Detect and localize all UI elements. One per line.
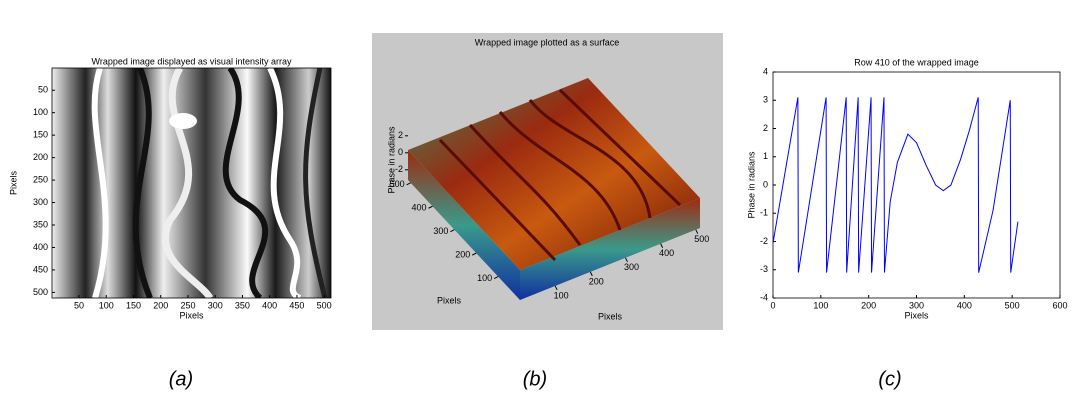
axes-box xyxy=(51,67,332,299)
y-tick-label: -1 xyxy=(760,208,768,218)
axes-box xyxy=(772,71,1061,299)
z-tick-label: -2 xyxy=(395,164,403,174)
y-tick xyxy=(472,252,477,256)
z-tick-label: 2 xyxy=(398,130,403,140)
surface-side xyxy=(408,150,520,300)
y-tick-label: 450 xyxy=(33,264,48,274)
y-tick-label: 400 xyxy=(33,242,48,252)
x-tick-label: 0 xyxy=(770,300,775,310)
x-tick-label: 200 xyxy=(153,300,168,310)
y-tick-label: 150 xyxy=(33,130,48,140)
panel-caption: (a) xyxy=(169,368,193,390)
y-tick-label: 1 xyxy=(763,151,768,161)
x-tick-label: 500 xyxy=(694,234,709,244)
y-tick-label: 100 xyxy=(477,273,492,283)
y-tick-label: 250 xyxy=(33,174,48,184)
y-tick-label: 200 xyxy=(33,152,48,162)
x-tick-label: 400 xyxy=(957,300,972,310)
x-tick-label: 600 xyxy=(1052,300,1067,310)
x-tick-label: 100 xyxy=(813,300,828,310)
y-tick-label: -2 xyxy=(760,236,768,246)
panel-caption: (b) xyxy=(523,368,547,390)
y-tick-label: 500 xyxy=(33,287,48,297)
chart-title: Wrapped image plotted as a surface xyxy=(475,37,619,47)
y-tick xyxy=(406,182,411,186)
x-tick-label: 500 xyxy=(317,300,332,310)
y-tick-label: 50 xyxy=(38,85,48,95)
chart-title: Wrapped image displayed as visual intens… xyxy=(92,56,292,66)
y-tick-label: -4 xyxy=(760,292,768,302)
x-tick xyxy=(589,271,593,277)
x-tick xyxy=(554,285,558,291)
x-tick-label: 100 xyxy=(554,290,569,300)
surface-side xyxy=(520,198,700,300)
y-tick-label: 4 xyxy=(763,66,768,76)
x-axis-label: Pixels xyxy=(904,310,929,320)
y-tick-label: 350 xyxy=(33,219,48,229)
y-tick-label: 300 xyxy=(433,226,448,236)
x-tick xyxy=(625,257,628,263)
data-line xyxy=(772,97,1019,273)
y-tick xyxy=(428,205,433,209)
x-tick-label: 250 xyxy=(180,300,195,310)
z-axis-label: Phase in radians xyxy=(386,126,396,194)
x-tick-label: 300 xyxy=(909,300,924,310)
y-axis-label: Pixels xyxy=(8,171,18,196)
chart-title: Row 410 of the wrapped image xyxy=(854,57,979,67)
x-tick-label: 450 xyxy=(289,300,304,310)
y-tick-label: 3 xyxy=(763,95,768,105)
y-axis-label: Phase in radians xyxy=(746,151,756,219)
x-tick-label: 100 xyxy=(99,300,114,310)
x-tick-label: 50 xyxy=(74,300,84,310)
x-tick-label: 150 xyxy=(126,300,141,310)
intensity-image xyxy=(52,68,331,298)
y-tick-label: 100 xyxy=(33,107,48,117)
surface-ridges xyxy=(438,88,682,262)
x-tick-label: 300 xyxy=(624,262,639,272)
x-tick-label: 200 xyxy=(861,300,876,310)
x-tick xyxy=(695,229,699,234)
y-tick-label: 2 xyxy=(763,123,768,133)
y-tick-label: 300 xyxy=(33,197,48,207)
y-tick-label: -3 xyxy=(760,264,768,274)
y-tick-label: 200 xyxy=(455,250,470,260)
y-tick-label: 400 xyxy=(411,203,426,213)
surface-top xyxy=(408,78,700,270)
y-axis-label: Pixels xyxy=(437,295,462,305)
x-tick xyxy=(660,243,664,248)
x-axis-label: Pixels xyxy=(179,310,204,320)
z-tick-label: 0 xyxy=(398,147,403,157)
y-tick-label: 0 xyxy=(763,179,768,189)
fringe-pattern xyxy=(91,68,328,298)
y-tick-label: 500 xyxy=(390,179,405,189)
y-tick xyxy=(450,229,455,233)
x-tick-label: 300 xyxy=(208,300,223,310)
x-tick-label: 400 xyxy=(659,248,674,258)
x-tick-label: 500 xyxy=(1005,300,1020,310)
x-tick-label: 200 xyxy=(589,276,604,286)
x-axis-label: Pixels xyxy=(598,311,623,321)
x-tick-label: 350 xyxy=(235,300,250,310)
panel-caption: (c) xyxy=(878,368,901,390)
y-tick xyxy=(493,276,499,280)
x-tick-label: 400 xyxy=(262,300,277,310)
